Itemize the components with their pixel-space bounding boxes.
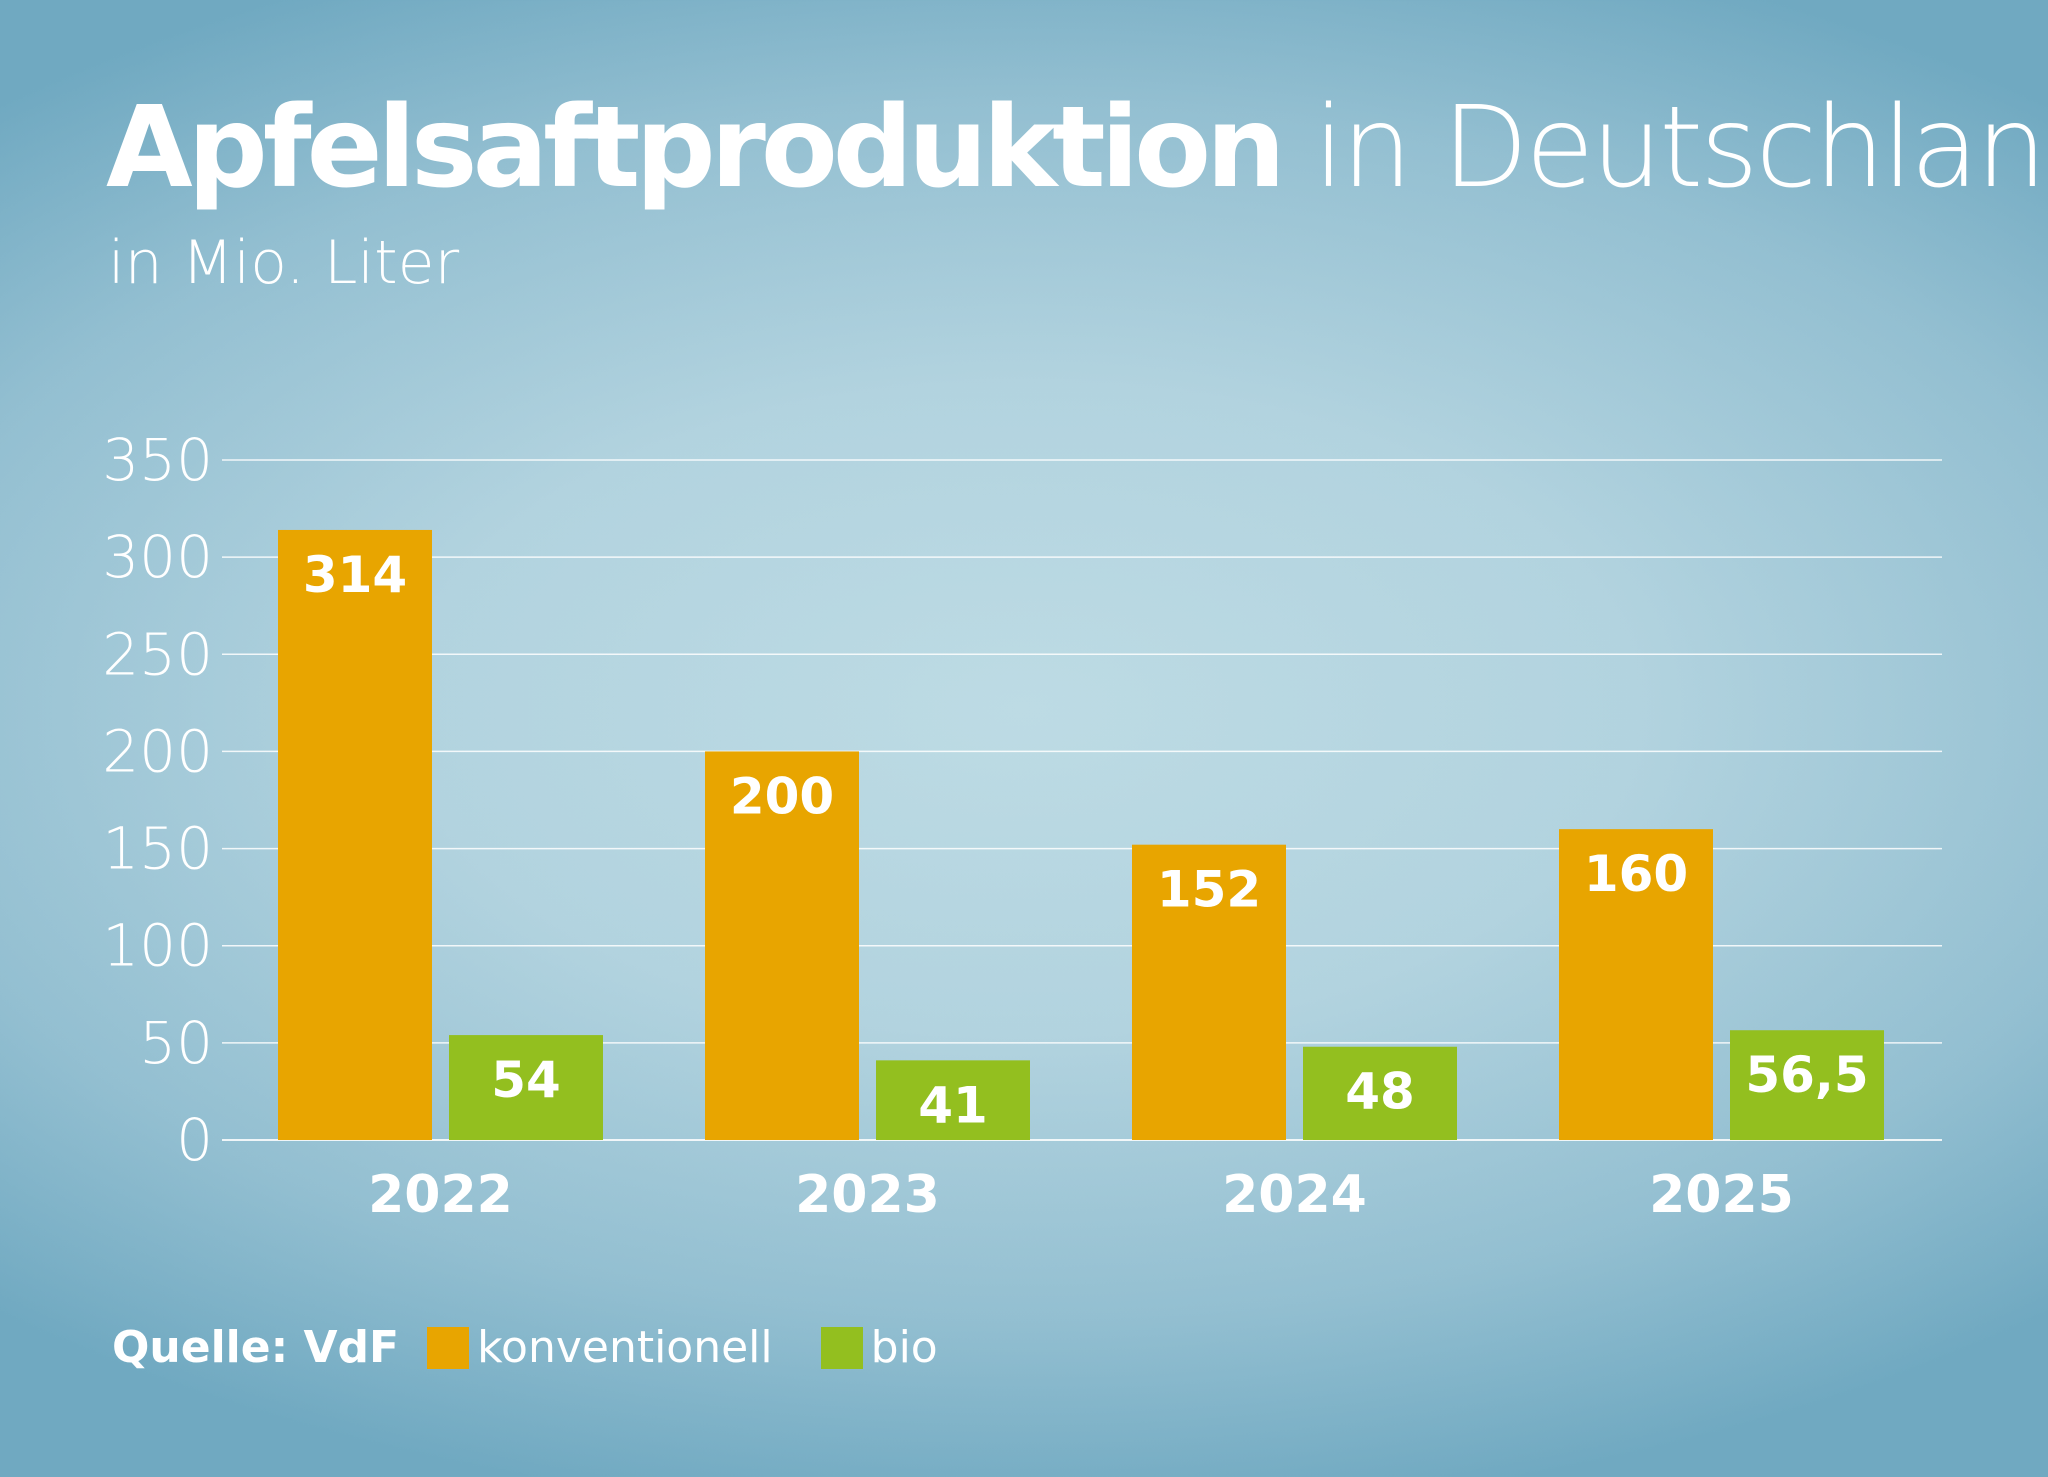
bar-bio-2025	[1730, 1030, 1884, 1140]
y-tick-label: 50	[139, 1009, 213, 1077]
bar-konventionell-2025	[1559, 829, 1713, 1140]
source-label: Quelle: VdF	[112, 1322, 400, 1373]
data-label: 314	[303, 546, 407, 604]
y-tick-label: 250	[102, 620, 213, 688]
data-label: 160	[1584, 845, 1688, 903]
y-tick-label: 350	[102, 426, 213, 494]
legend-label-bio: bio	[870, 1322, 938, 1373]
legend: Quelle: VdF konventionell bio	[112, 1322, 986, 1373]
legend-label-konventionell: konventionell	[477, 1322, 773, 1373]
legend-swatch-bio	[820, 1326, 863, 1369]
y-tick-label: 0	[176, 1106, 213, 1174]
data-label: 56,5	[1745, 1046, 1868, 1104]
bar-konventionell-2023	[705, 751, 859, 1140]
data-label: 48	[1345, 1063, 1415, 1121]
chart-title: Apfelsaftproduktion in Deutschland	[106, 92, 2048, 204]
y-tick-label: 300	[102, 523, 213, 591]
data-label: 200	[730, 767, 834, 825]
data-label: 152	[1157, 861, 1261, 919]
title-rest: in Deutschland	[1313, 83, 2048, 213]
x-tick-label: 2024	[1222, 1165, 1367, 1225]
bar-bio-2024	[1303, 1046, 1457, 1140]
bar-bio-2022	[449, 1035, 603, 1140]
x-tick-label: 2022	[368, 1165, 513, 1225]
data-label: 54	[491, 1051, 561, 1109]
x-tick-label: 2025	[1649, 1165, 1794, 1225]
bar-bio-2023	[876, 1060, 1030, 1140]
title-bold: Apfelsaftproduktion	[106, 83, 1286, 213]
x-tick-label: 2023	[795, 1165, 940, 1225]
y-tick-label: 200	[102, 717, 213, 785]
bar-konventionell-2024	[1132, 844, 1286, 1140]
y-tick-label: 100	[102, 912, 213, 980]
bar-konventionell-2022	[278, 529, 432, 1140]
data-label: 41	[918, 1076, 988, 1134]
legend-swatch-konventionell	[427, 1326, 470, 1369]
y-tick-label: 150	[102, 815, 213, 883]
chart-subtitle: in Mio. Liter	[108, 228, 460, 298]
